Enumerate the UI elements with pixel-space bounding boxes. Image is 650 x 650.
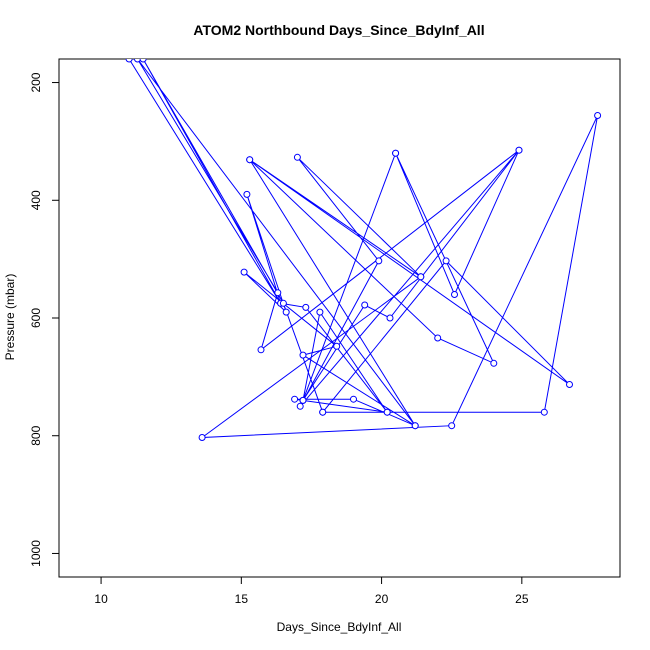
x-tick-label: 15	[235, 592, 249, 606]
data-point	[442, 257, 450, 265]
x-axis-label: Days_Since_BdyInf_All	[277, 620, 402, 634]
y-tick-label: 800	[29, 425, 43, 445]
data-point	[594, 112, 602, 119]
data-point	[434, 334, 442, 342]
data-point	[319, 408, 327, 416]
data-point	[293, 153, 301, 161]
data-point	[274, 289, 282, 297]
chart-title: ATOM2 Northbound Days_Since_BdyInf_All	[193, 22, 484, 38]
y-tick-label: 1000	[29, 540, 43, 567]
x-axis: 10 15 20 25	[94, 577, 529, 606]
data-point	[515, 146, 523, 154]
data-point	[296, 402, 304, 410]
data-point	[375, 257, 383, 265]
data-point	[383, 408, 391, 416]
y-axis: 200 400 600 800 1000	[29, 72, 59, 567]
data-point	[243, 190, 251, 198]
plot-area	[125, 59, 602, 441]
y-axis-label: Pressure (mbar)	[3, 274, 17, 361]
y-tick-label: 600	[29, 308, 43, 328]
data-point	[392, 149, 400, 157]
data-point	[361, 301, 369, 309]
data-point	[448, 422, 456, 430]
y-tick-label: 200	[29, 72, 43, 92]
data-point	[246, 156, 254, 164]
data-point	[386, 314, 394, 322]
data-point	[417, 273, 425, 281]
data-point	[490, 359, 498, 367]
x-tick-label: 25	[515, 592, 529, 606]
data-point	[134, 59, 141, 63]
data-point	[316, 308, 324, 316]
x-tick-label: 20	[375, 592, 389, 606]
data-point	[282, 308, 290, 316]
data-point	[257, 346, 265, 354]
data-point	[566, 381, 573, 388]
y-tick-label: 400	[29, 190, 43, 210]
data-point	[299, 396, 307, 404]
data-point	[333, 342, 341, 350]
data-point	[302, 303, 310, 311]
data-point	[125, 59, 133, 63]
data-point	[240, 268, 248, 276]
data-point	[350, 395, 357, 403]
data-point	[451, 291, 458, 298]
data-point	[198, 434, 206, 441]
data-point	[411, 422, 419, 430]
x-tick-label: 10	[94, 592, 108, 606]
data-point	[279, 299, 287, 307]
data-point	[540, 408, 548, 416]
data-point	[139, 59, 147, 63]
data-point	[291, 395, 299, 403]
series-line	[128, 59, 599, 439]
plot-frame	[58, 58, 621, 578]
data-point	[299, 351, 307, 359]
